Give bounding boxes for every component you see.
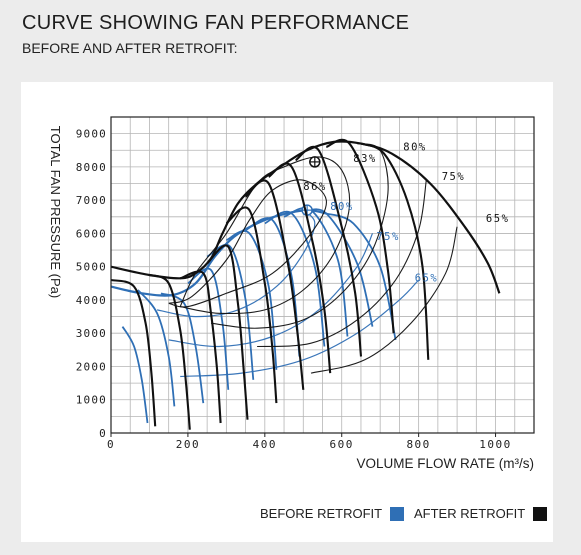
efficiency-label: 75%	[442, 171, 465, 183]
plot-frame	[110, 116, 535, 434]
y-tick-label: 8000	[76, 161, 107, 174]
x-tick-label: 800	[406, 438, 430, 451]
speed-curve-before	[137, 289, 176, 407]
efficiency-label: 80%	[403, 141, 426, 153]
speed-curve-after	[244, 179, 305, 390]
speed-curve-before	[206, 244, 255, 380]
y-tick-label: 6000	[76, 227, 107, 240]
speed-curve-after	[225, 206, 278, 404]
x-tick-label: 200	[176, 438, 200, 451]
efficiency-label: 65%	[415, 273, 438, 285]
efficiency-label: 80%	[330, 201, 353, 213]
chart-plot-area: 80% 83% 75% 86% 65% 80% 75% 65%	[110, 138, 509, 430]
chart-grid	[110, 116, 535, 434]
series-after	[110, 138, 501, 430]
speed-curve-before	[283, 207, 349, 337]
speed-curve-after	[360, 142, 430, 360]
y-tick-label: 4000	[76, 294, 107, 307]
y-axis-label: TOTAL FAN PRESSURE (Pa)	[48, 126, 63, 298]
chart-card	[21, 82, 553, 542]
x-axis-label: VOLUME FLOW RATE (m³/s)	[357, 456, 535, 471]
chart-axes: 0 200 400 600 800 1000 0 1000 2000 3000 4000 5000 60…	[76, 116, 535, 451]
x-tick-label: 1000	[479, 438, 512, 451]
x-tick-label: 0	[107, 438, 115, 451]
y-tick-label: 7000	[76, 194, 107, 207]
efficiency-curve-after	[168, 179, 327, 308]
legend-after-label: AFTER RETROFIT	[414, 506, 526, 521]
speed-curve-after	[325, 138, 395, 334]
efficiency-label: 65%	[486, 213, 509, 225]
chart-legend-after: AFTER RETROFIT	[414, 506, 548, 521]
efficiency-label: 83%	[353, 153, 376, 165]
efficiency-curve-after	[310, 226, 458, 374]
efficiency-curve-after	[210, 143, 389, 329]
legend-before-label: BEFORE RETROFIT	[260, 506, 383, 521]
speed-curve-after	[206, 244, 249, 420]
page-subtitle: BEFORE AND AFTER RETROFIT:	[22, 40, 238, 56]
efficiency-curve-before	[180, 279, 420, 378]
speed-curve-after	[179, 270, 222, 424]
y-tick-label: 3000	[76, 327, 107, 340]
y-tick-label: 2000	[76, 360, 107, 373]
chart-legend: BEFORE RETROFIT	[260, 506, 405, 521]
envelope-curve-after	[110, 140, 501, 294]
x-tick-label: 400	[253, 438, 277, 451]
efficiency-curve-before	[156, 209, 316, 318]
efficiency-label: 86%	[303, 181, 326, 193]
efficiency-curve-after	[179, 156, 351, 315]
legend-after-swatch	[533, 506, 548, 521]
legend-before-swatch	[390, 506, 405, 521]
y-tick-label: 0	[99, 427, 107, 440]
y-tick-label: 1000	[76, 394, 107, 407]
y-tick-label: 5000	[76, 261, 107, 274]
y-tick-label: 9000	[76, 128, 107, 141]
speed-curve-before	[121, 326, 149, 424]
x-tick-label: 600	[330, 438, 354, 451]
page-title: CURVE SHOWING FAN PERFORMANCE	[22, 12, 410, 34]
envelope-curve-before	[110, 208, 327, 297]
efficiency-curve-after	[257, 180, 427, 348]
speed-curve-before	[187, 267, 230, 390]
efficiency-label: 75%	[376, 231, 399, 243]
speed-curve-after	[110, 278, 157, 427]
